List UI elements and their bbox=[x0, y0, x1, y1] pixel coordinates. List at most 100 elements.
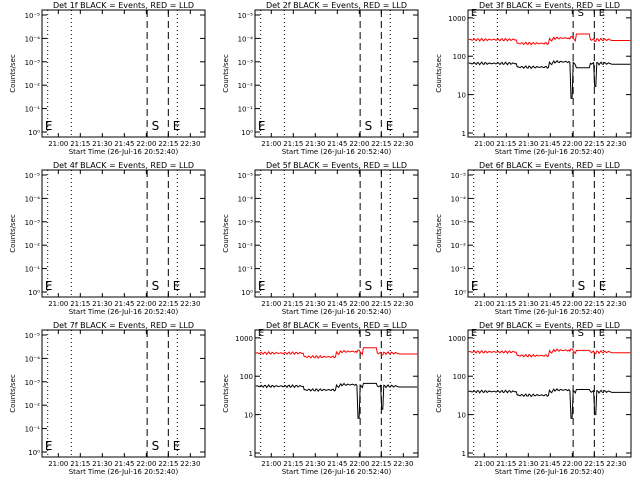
y-tick-label: 10⁰ bbox=[454, 289, 466, 297]
x-tick-label: 21:15 bbox=[283, 300, 303, 308]
y-tick-label: 10⁻⁵ bbox=[25, 332, 41, 340]
x-tick-label: 21:00 bbox=[474, 140, 494, 148]
y-tick-label: 1000 bbox=[448, 15, 466, 23]
series-events-line bbox=[468, 59, 631, 99]
y-tick-label: 10⁻⁴ bbox=[25, 35, 41, 43]
marker-e: E bbox=[45, 279, 53, 293]
x-tick-label: 21:30 bbox=[518, 300, 538, 308]
x-tick-label: 22:00 bbox=[562, 460, 582, 468]
plot-frame bbox=[467, 329, 632, 458]
marker-e: E bbox=[471, 279, 479, 293]
y-tick-label: 1000 bbox=[448, 335, 466, 343]
series-events-line bbox=[255, 382, 418, 419]
x-tick-label: 21:15 bbox=[70, 140, 90, 148]
x-tick-label: 21:30 bbox=[92, 140, 112, 148]
y-tick-label: 10⁻³ bbox=[238, 59, 254, 67]
panel-title: Det 7f BLACK = Events, RED = LLD bbox=[53, 321, 194, 330]
x-tick-label: 21:45 bbox=[114, 140, 134, 148]
y-axis-label: Counts/sec bbox=[9, 214, 17, 253]
x-tick-label: 22:30 bbox=[393, 300, 413, 308]
y-tick-label: 10⁰ bbox=[28, 449, 40, 457]
marker-e: E bbox=[386, 119, 394, 133]
x-tick-label: 22:30 bbox=[606, 140, 626, 148]
x-tick-label: 22:15 bbox=[584, 140, 604, 148]
panel-title: Det 2f BLACK = Events, RED = LLD bbox=[266, 1, 407, 10]
y-tick-label: 1 bbox=[462, 450, 466, 458]
y-tick-label: 10⁻⁴ bbox=[451, 195, 467, 203]
x-tick-label: 22:30 bbox=[606, 460, 626, 468]
marker-e: E bbox=[386, 328, 392, 339]
x-tick-label: 21:30 bbox=[305, 300, 325, 308]
series-events-line bbox=[468, 387, 631, 419]
y-axis-label: Counts/sec bbox=[435, 54, 443, 93]
marker-s: S bbox=[578, 8, 584, 19]
marker-e: E bbox=[173, 279, 181, 293]
y-axis-label: Counts/sec bbox=[435, 214, 443, 253]
plot-frame bbox=[41, 169, 206, 298]
panel-title: Det 3f BLACK = Events, RED = LLD bbox=[479, 1, 620, 10]
y-axis-label: Counts/sec bbox=[9, 374, 17, 413]
plot-frame bbox=[467, 9, 632, 138]
x-tick-label: 21:45 bbox=[540, 300, 560, 308]
x-tick-label: 21:45 bbox=[327, 300, 347, 308]
y-tick-label: 10⁻³ bbox=[238, 219, 254, 227]
x-tick-label: 22:15 bbox=[584, 300, 604, 308]
x-tick-label: 21:30 bbox=[518, 460, 538, 468]
x-tick-label: 21:45 bbox=[114, 460, 134, 468]
marker-s: S bbox=[365, 328, 371, 339]
series-lld-line bbox=[468, 348, 631, 358]
panel-title: Det 6f BLACK = Events, RED = LLD bbox=[479, 161, 620, 170]
y-tick-label: 10⁻² bbox=[25, 82, 41, 90]
x-tick-label: 22:30 bbox=[393, 460, 413, 468]
x-tick-label: 22:15 bbox=[584, 460, 604, 468]
x-axis-label: Start Time (26-Jul-16 20:52:40) bbox=[495, 468, 605, 476]
marker-s: S bbox=[365, 279, 373, 293]
x-tick-label: 21:00 bbox=[48, 300, 68, 308]
x-tick-label: 22:15 bbox=[371, 300, 391, 308]
marker-s: S bbox=[578, 279, 586, 293]
marker-e: E bbox=[45, 439, 53, 453]
x-tick-label: 22:30 bbox=[606, 300, 626, 308]
marker-e: E bbox=[173, 439, 181, 453]
y-tick-label: 10⁻² bbox=[238, 242, 254, 250]
y-axis-label: Counts/sec bbox=[222, 54, 230, 93]
y-tick-label: 10⁻¹ bbox=[25, 426, 41, 434]
x-tick-label: 21:00 bbox=[474, 460, 494, 468]
x-tick-label: 22:00 bbox=[349, 300, 369, 308]
series-lld-line bbox=[255, 347, 418, 359]
y-tick-label: 10 bbox=[457, 412, 466, 420]
y-tick-label: 10 bbox=[457, 92, 466, 100]
x-tick-label: 22:00 bbox=[562, 300, 582, 308]
marker-e: E bbox=[599, 328, 605, 339]
x-tick-label: 21:15 bbox=[496, 140, 516, 148]
plot-frame bbox=[254, 169, 419, 298]
x-tick-label: 21:15 bbox=[283, 140, 303, 148]
x-tick-label: 21:45 bbox=[540, 460, 560, 468]
x-axis-label: Start Time (26-Jul-16 20:52:40) bbox=[69, 468, 179, 476]
x-axis-label: Start Time (26-Jul-16 20:52:40) bbox=[495, 148, 605, 156]
marker-e: E bbox=[258, 279, 266, 293]
plot-frame bbox=[467, 169, 632, 298]
x-tick-label: 21:30 bbox=[92, 300, 112, 308]
x-tick-label: 22:00 bbox=[136, 460, 156, 468]
y-axis-label: Counts/sec bbox=[222, 214, 230, 253]
x-tick-label: 22:15 bbox=[371, 460, 391, 468]
y-tick-label: 10⁻⁵ bbox=[238, 12, 254, 20]
panel-det-6: Det 6f BLACK = Events, RED = LLD 21:00 21:… bbox=[435, 161, 632, 316]
x-tick-label: 22:00 bbox=[349, 460, 369, 468]
panel-det-9: Det 9f BLACK = Events, RED = LLD 21:00 21:… bbox=[435, 321, 632, 476]
y-tick-label: 10⁻⁴ bbox=[238, 35, 254, 43]
y-tick-label: 10⁻² bbox=[451, 242, 467, 250]
y-tick-label: 10⁻¹ bbox=[451, 266, 467, 274]
x-tick-label: 21:00 bbox=[474, 300, 494, 308]
marker-s: S bbox=[152, 439, 160, 453]
y-tick-label: 10⁻⁵ bbox=[238, 172, 254, 180]
marker-s: S bbox=[365, 119, 373, 133]
x-axis-label: Start Time (26-Jul-16 20:52:40) bbox=[69, 308, 179, 316]
y-tick-label: 100 bbox=[453, 53, 466, 61]
panel-title: Det 9f BLACK = Events, RED = LLD bbox=[479, 321, 620, 330]
